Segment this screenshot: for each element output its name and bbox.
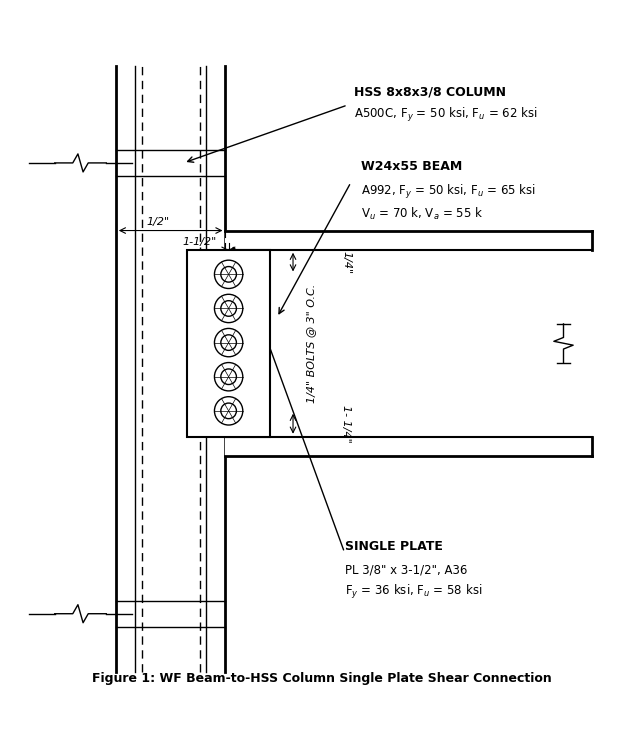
Text: 1/4" BOLTS @ 3" O.C.: 1/4" BOLTS @ 3" O.C.	[306, 283, 316, 403]
Circle shape	[214, 294, 243, 323]
Text: 1/2": 1/2"	[146, 217, 169, 227]
Text: PL 3/8" x 3-1/2", A36: PL 3/8" x 3-1/2", A36	[345, 563, 467, 576]
Bar	[187, 250, 270, 437]
Circle shape	[214, 261, 243, 289]
Circle shape	[221, 300, 236, 317]
Circle shape	[221, 369, 236, 384]
Text: 1- 1/4": 1- 1/4"	[341, 405, 352, 443]
Circle shape	[214, 362, 243, 391]
Text: A500C, F$_y$ = 50 ksi, F$_u$ = 62 ksi: A500C, F$_y$ = 50 ksi, F$_u$ = 62 ksi	[354, 106, 538, 124]
Text: HSS 8x8x3/8 COLUMN: HSS 8x8x3/8 COLUMN	[354, 86, 506, 99]
Text: 1/4": 1/4"	[341, 250, 352, 274]
Text: V$_u$ = 70 k, V$_a$ = 55 k: V$_u$ = 70 k, V$_a$ = 55 k	[361, 207, 483, 222]
Circle shape	[214, 397, 243, 425]
Text: Figure 1: WF Beam-to-HSS Column Single Plate Shear Connection: Figure 1: WF Beam-to-HSS Column Single P…	[92, 672, 552, 685]
Text: F$_y$ = 36 ksi, F$_u$ = 58 ksi: F$_y$ = 36 ksi, F$_u$ = 58 ksi	[345, 584, 482, 601]
Text: SINGLE PLATE: SINGLE PLATE	[345, 539, 442, 553]
Text: W24x55 BEAM: W24x55 BEAM	[361, 159, 462, 173]
Text: 1-1/2": 1-1/2"	[182, 237, 217, 246]
Circle shape	[221, 403, 236, 418]
Circle shape	[214, 328, 243, 356]
Circle shape	[221, 266, 236, 282]
Text: A992, F$_y$ = 50 ksi, F$_u$ = 65 ksi: A992, F$_y$ = 50 ksi, F$_u$ = 65 ksi	[361, 183, 536, 201]
Circle shape	[221, 335, 236, 351]
